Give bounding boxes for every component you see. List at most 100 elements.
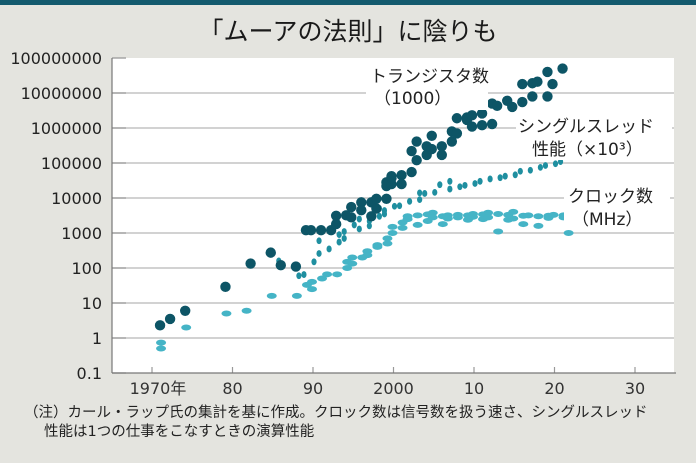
data-point [396, 169, 407, 181]
data-point [486, 118, 498, 130]
data-point [275, 260, 286, 271]
data-point [376, 212, 382, 220]
data-point [371, 203, 382, 214]
data-point [533, 213, 544, 220]
y-tick-label: 0.1 [77, 364, 102, 383]
data-point [346, 212, 357, 223]
data-point [477, 177, 483, 185]
data-point [316, 250, 322, 257]
x-tick-label: 10 [464, 379, 484, 398]
x-axis-ticks: 1970年 80 90 2000 10 20 30 [130, 367, 645, 398]
x-tick-label: 20 [544, 379, 564, 398]
y-axis-ticks: 100000000 10000000 1000000 100000 10000 1000 1… [10, 49, 126, 383]
data-point [305, 225, 317, 236]
data-point [315, 225, 327, 236]
series-transistors [154, 63, 568, 331]
data-point [291, 292, 302, 299]
data-point [451, 113, 463, 124]
data-point [181, 324, 192, 331]
label-clock: クロック数 （MHz） [564, 184, 670, 230]
data-point [387, 230, 398, 236]
data-point [451, 128, 463, 139]
y-tick-label: 10000 [51, 189, 102, 208]
data-point [221, 310, 232, 317]
footnote-line2: 性能は1つの仕事をこなすときの演算性能 [44, 424, 315, 440]
data-point [436, 141, 447, 152]
data-point [356, 197, 367, 208]
data-point [517, 96, 528, 108]
data-point [362, 252, 373, 259]
data-point [265, 247, 276, 258]
x-tick-label: 30 [625, 379, 645, 398]
data-point [502, 172, 508, 180]
data-point [245, 258, 256, 269]
y-tick-label: 100000000 [10, 49, 102, 68]
data-point [407, 197, 413, 205]
data-point [427, 214, 438, 221]
x-tick-label: 1970年 [130, 379, 187, 398]
data-point [442, 215, 453, 222]
label-transistors: トランジスタ数 （1000） [366, 64, 489, 110]
data-point [301, 271, 307, 278]
data-point [332, 271, 343, 278]
data-point [412, 212, 423, 219]
series-clock [156, 208, 574, 352]
data-point [493, 228, 504, 235]
label-transistors-line2: （1000） [374, 89, 451, 109]
data-point [356, 204, 367, 216]
footnote-line1: （注）カール・ラップ氏の集計を基に作成。クロック数は信号数を扱う速さ、シングルス… [24, 405, 648, 421]
data-point [382, 235, 393, 242]
data-point [472, 180, 478, 187]
data-point [563, 230, 574, 236]
data-point [508, 208, 519, 215]
data-point [411, 155, 422, 166]
footnote: （注）カール・ラップ氏の集計を基に作成。クロック数は信号数を扱う速さ、シングルス… [24, 404, 694, 442]
data-point [326, 245, 332, 253]
data-point [466, 121, 478, 132]
data-point [437, 221, 448, 228]
data-point [426, 130, 437, 141]
data-point [322, 271, 333, 278]
y-tick-label: 100 [71, 259, 102, 278]
x-tick-label: 2000 [373, 379, 414, 398]
data-point [533, 222, 544, 229]
data-point [532, 76, 543, 87]
data-point [517, 167, 523, 175]
data-point [372, 243, 383, 250]
data-point [508, 215, 519, 222]
data-point [296, 272, 302, 280]
label-transistors-line1: トランジスタ数 [370, 67, 489, 87]
data-point [371, 193, 382, 204]
y-tick-label: 10000000 [21, 84, 102, 103]
data-point [432, 188, 438, 196]
data-point [507, 101, 518, 113]
data-point [156, 339, 167, 346]
data-point [426, 143, 437, 155]
data-point [462, 181, 468, 189]
data-point [466, 110, 478, 121]
data-point [347, 260, 358, 267]
data-point [542, 162, 549, 169]
data-point [307, 286, 317, 293]
data-point [347, 254, 358, 261]
data-point [341, 228, 347, 235]
label-single-thread-line2: 性能（×10³） [532, 140, 643, 160]
data-point [356, 225, 362, 233]
data-point [476, 120, 488, 131]
x-tick-label: 90 [303, 379, 323, 398]
data-point [366, 211, 377, 222]
data-point [330, 210, 342, 222]
data-point [336, 238, 342, 246]
data-point [436, 149, 447, 161]
x-tick-label: 80 [222, 379, 242, 398]
y-tick-label: 1000000 [31, 119, 102, 138]
data-point [366, 222, 372, 230]
chart: 100000000 10000000 1000000 100000 10000 1000 1… [10, 49, 676, 398]
data-point [406, 166, 417, 178]
data-point [512, 171, 518, 179]
data-point [497, 174, 503, 182]
data-point [476, 108, 488, 119]
data-point [330, 218, 342, 230]
data-point [346, 201, 357, 213]
data-point [311, 258, 317, 266]
